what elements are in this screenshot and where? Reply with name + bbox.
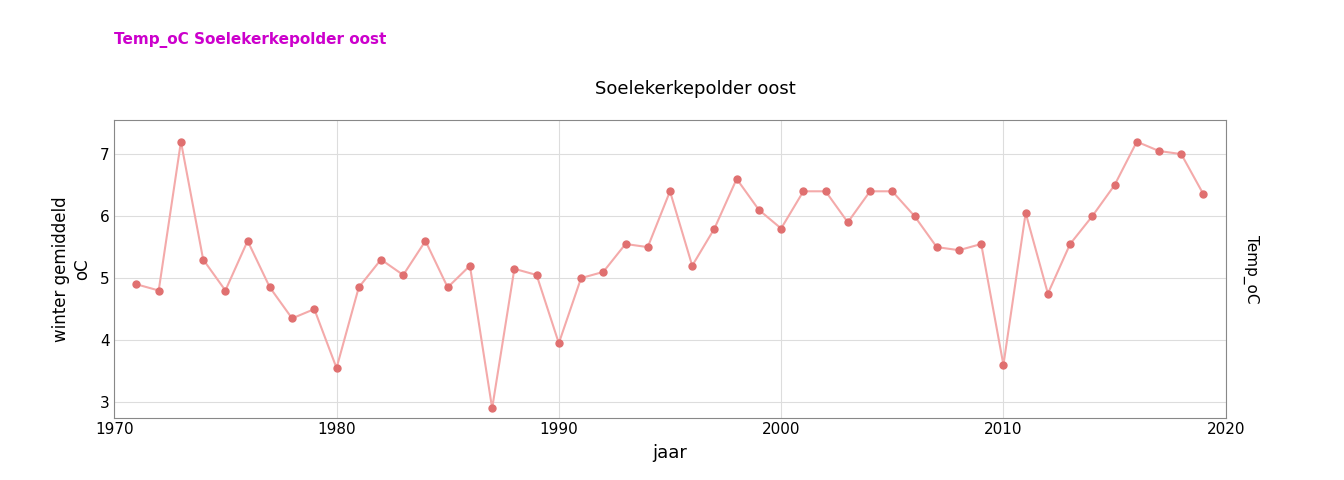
Point — [526, 271, 547, 279]
Point — [126, 280, 148, 288]
Text: Soelekerkepolder oost: Soelekerkepolder oost — [595, 80, 796, 98]
Point — [882, 188, 903, 195]
Point — [415, 237, 437, 245]
Point — [1038, 290, 1059, 298]
Point — [437, 284, 458, 291]
Point — [1126, 138, 1148, 145]
Point — [637, 243, 659, 251]
Text: Temp_oC: Temp_oC — [1243, 235, 1259, 303]
Point — [1103, 181, 1125, 189]
Point — [949, 246, 970, 254]
Point — [726, 175, 747, 183]
Point — [704, 225, 726, 232]
Point — [993, 361, 1015, 369]
Point — [392, 271, 414, 279]
Point — [926, 243, 948, 251]
Point — [681, 262, 703, 270]
Point — [281, 314, 302, 322]
Point — [837, 218, 859, 226]
Point — [903, 212, 925, 220]
Point — [1171, 150, 1192, 158]
Point — [481, 405, 503, 412]
Point — [215, 287, 237, 294]
Point — [171, 138, 192, 145]
Point — [793, 188, 814, 195]
Point — [304, 305, 325, 313]
Point — [593, 268, 614, 276]
Text: Temp_oC Soelekerkepolder oost: Temp_oC Soelekerkepolder oost — [114, 32, 387, 48]
Point — [237, 237, 258, 245]
Y-axis label: winter gemiddeld
oC: winter gemiddeld oC — [52, 196, 91, 342]
Point — [504, 265, 526, 273]
Point — [814, 188, 836, 195]
Point — [325, 364, 347, 372]
Point — [1059, 240, 1081, 248]
Point — [1015, 209, 1036, 217]
Point — [259, 284, 281, 291]
Point — [548, 339, 570, 347]
Point — [770, 225, 792, 232]
Point — [1192, 191, 1214, 198]
Point — [370, 256, 391, 264]
Point — [348, 284, 370, 291]
Point — [1148, 147, 1169, 155]
Point — [1082, 212, 1103, 220]
Point — [192, 256, 214, 264]
Point — [749, 206, 770, 214]
Point — [570, 274, 591, 282]
X-axis label: jaar: jaar — [653, 444, 687, 462]
Point — [660, 188, 681, 195]
Point — [859, 188, 880, 195]
Point — [970, 240, 992, 248]
Point — [148, 287, 169, 294]
Point — [460, 262, 481, 270]
Point — [614, 240, 636, 248]
